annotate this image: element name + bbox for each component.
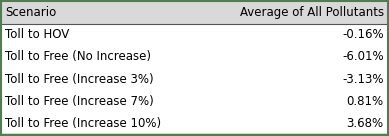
FancyBboxPatch shape (2, 46, 387, 68)
Text: Toll to Free (Increase 10%): Toll to Free (Increase 10%) (5, 117, 161, 130)
FancyBboxPatch shape (2, 24, 387, 46)
FancyBboxPatch shape (2, 1, 387, 24)
FancyBboxPatch shape (2, 90, 387, 112)
Text: Average of All Pollutants: Average of All Pollutants (240, 6, 384, 19)
FancyBboxPatch shape (2, 68, 387, 90)
Text: Toll to HOV: Toll to HOV (5, 28, 70, 41)
Text: Toll to Free (Increase 7%): Toll to Free (Increase 7%) (5, 95, 154, 108)
Text: -0.16%: -0.16% (342, 28, 384, 41)
Text: -6.01%: -6.01% (342, 50, 384, 63)
Text: Toll to Free (No Increase): Toll to Free (No Increase) (5, 50, 151, 63)
Text: 0.81%: 0.81% (347, 95, 384, 108)
Text: 3.68%: 3.68% (347, 117, 384, 130)
Text: Toll to Free (Increase 3%): Toll to Free (Increase 3%) (5, 73, 154, 86)
Text: -3.13%: -3.13% (342, 73, 384, 86)
Text: Scenario: Scenario (5, 6, 56, 19)
FancyBboxPatch shape (2, 112, 387, 135)
